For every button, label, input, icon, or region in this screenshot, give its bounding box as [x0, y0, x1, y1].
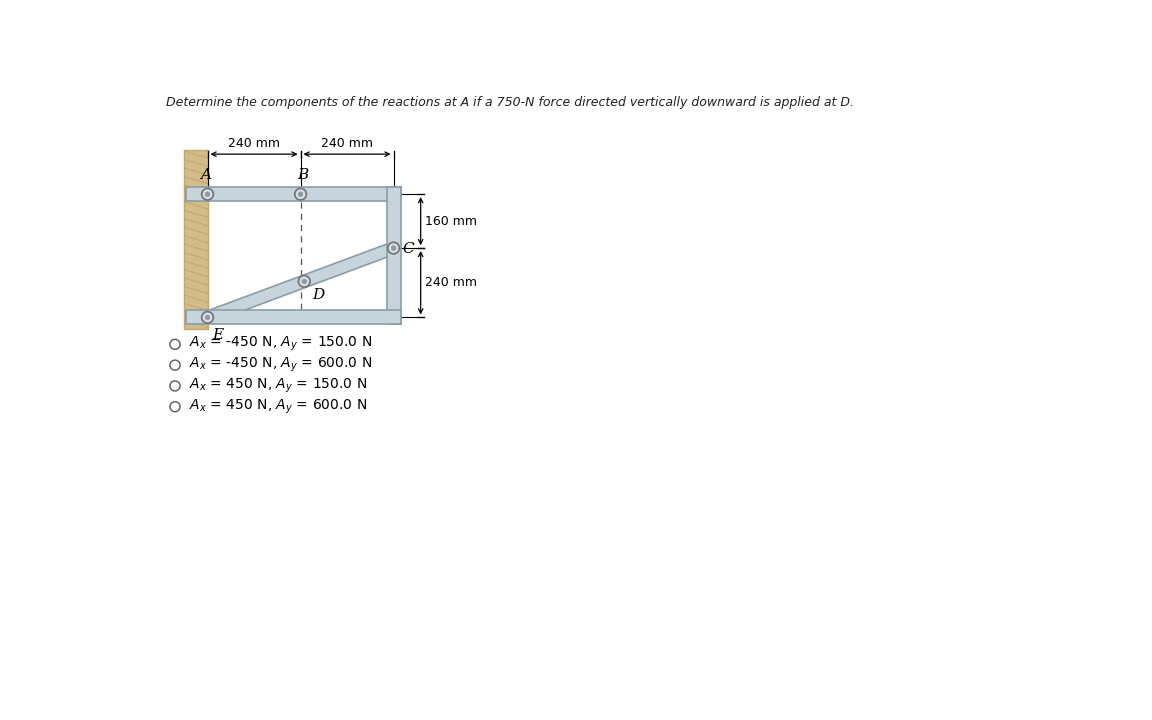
Circle shape	[205, 192, 210, 197]
Polygon shape	[205, 243, 396, 323]
Text: A: A	[200, 168, 212, 182]
Bar	[184, 150, 207, 329]
Circle shape	[170, 381, 180, 391]
Circle shape	[298, 192, 303, 197]
Circle shape	[392, 246, 396, 251]
Text: $A_x$ = 450 N, $A_y$ = 600.0 N: $A_x$ = 450 N, $A_y$ = 600.0 N	[189, 397, 367, 416]
Text: 240 mm: 240 mm	[321, 137, 373, 150]
Text: Determine the components of the reactions at A if a 750-N force directed vertica: Determine the components of the reaction…	[166, 96, 854, 109]
Circle shape	[170, 339, 180, 349]
Text: 240 mm: 240 mm	[425, 276, 477, 289]
Polygon shape	[185, 187, 401, 201]
Circle shape	[205, 315, 210, 320]
Circle shape	[170, 402, 180, 412]
Text: 160 mm: 160 mm	[425, 215, 477, 228]
Text: $A_x$ = 450 N, $A_y$ = 150.0 N: $A_x$ = 450 N, $A_y$ = 150.0 N	[189, 377, 367, 395]
Circle shape	[295, 189, 306, 200]
Text: 240 mm: 240 mm	[228, 137, 280, 150]
Polygon shape	[185, 310, 401, 324]
Text: E: E	[212, 328, 223, 342]
Text: B: B	[297, 168, 309, 182]
Circle shape	[202, 189, 213, 200]
Circle shape	[202, 312, 213, 323]
Polygon shape	[387, 187, 401, 324]
Circle shape	[388, 243, 400, 254]
Text: $A_x$ = -450 N, $A_y$ = 150.0 N: $A_x$ = -450 N, $A_y$ = 150.0 N	[189, 336, 372, 354]
Text: D: D	[312, 287, 324, 302]
Circle shape	[302, 279, 306, 284]
Text: $A_x$ = -450 N, $A_y$ = 600.0 N: $A_x$ = -450 N, $A_y$ = 600.0 N	[189, 356, 372, 374]
Circle shape	[298, 276, 310, 287]
Circle shape	[170, 360, 180, 370]
Text: C: C	[403, 242, 415, 256]
